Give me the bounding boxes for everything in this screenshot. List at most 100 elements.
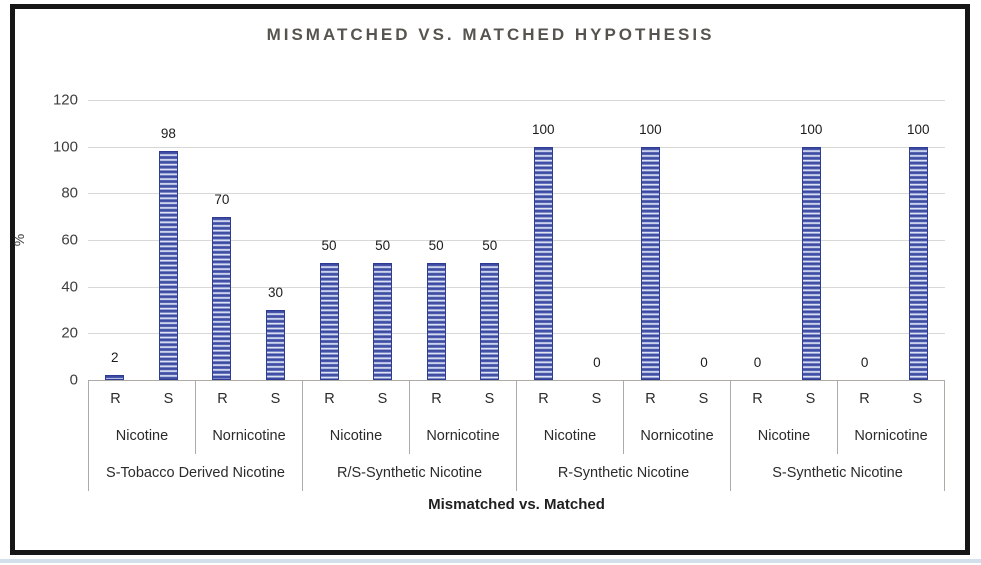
bar — [426, 263, 446, 380]
bar — [319, 263, 339, 380]
rs-label: S — [805, 391, 816, 407]
bar — [265, 310, 285, 380]
bar-value-label: 100 — [532, 121, 555, 137]
group-label: S-Synthetic Nicotine — [772, 464, 903, 481]
bar — [533, 146, 553, 380]
bar-subgroup: 100 0 — [517, 100, 624, 380]
y-tick-120: 120 — [52, 91, 78, 109]
x-axis-title: Mismatched vs. Matched — [428, 496, 605, 513]
category-subgroup: R S Nornicotine — [196, 381, 302, 454]
plot-area: 2 98 70 30 50 50 50 50 100 0 100 0 0 100 0 100 — [88, 100, 945, 380]
group-label: S-Tobacco Derived Nicotine — [106, 464, 285, 481]
bar-subgroup: 0 100 — [731, 100, 838, 380]
bar — [640, 146, 660, 380]
chart-title: MISMATCHED VS. MATCHED HYPOTHESIS — [266, 25, 715, 44]
category-group-top: R S Nicotine R S Nornicotine — [731, 381, 944, 454]
bar-slot: 0 — [838, 100, 892, 380]
bar-value-label: 70 — [214, 191, 230, 207]
bar-slot: 50 — [356, 100, 410, 380]
bar-slot: 70 — [195, 100, 249, 380]
rs-label: R — [217, 391, 228, 407]
bar-group-2: 50 50 50 50 — [302, 100, 516, 380]
y-tick-40: 40 — [61, 278, 78, 296]
rs-label: R — [859, 391, 870, 407]
y-tick-0: 0 — [69, 371, 78, 389]
bar-subgroup: 70 30 — [195, 100, 302, 380]
rs-label: S — [591, 391, 602, 407]
y-tick-60: 60 — [61, 231, 78, 249]
rs-label: S — [163, 391, 174, 407]
bar-value-label: 0 — [700, 355, 708, 370]
bar-value-label: 98 — [160, 126, 176, 142]
y-tick-100: 100 — [52, 138, 78, 156]
bar-value-label: 100 — [639, 121, 662, 137]
category-subgroup: R S Nornicotine — [838, 381, 944, 454]
category-group-2: R S Nicotine R S Nornicotine R/S-Synthetic Nic… — [303, 381, 517, 491]
rs-label: R — [538, 391, 549, 407]
bar-subgroup: 2 98 — [88, 100, 195, 380]
bar-subgroup: 50 50 — [302, 100, 409, 380]
bar-slot: 0 — [570, 100, 624, 380]
subgroup-label: Nicotine — [115, 427, 169, 444]
y-tick-20: 20 — [61, 324, 78, 342]
bar-subgroup: 50 50 — [409, 100, 516, 380]
gridline-80 — [88, 193, 945, 195]
bar-slot: 0 — [677, 100, 731, 380]
bar — [105, 375, 125, 380]
bar — [212, 216, 232, 380]
bar-slot: 2 — [88, 100, 142, 380]
bar-slot: 100 — [624, 100, 678, 380]
bar-value-label: 2 — [111, 350, 119, 366]
category-subgroup: R S Nornicotine — [410, 381, 516, 454]
rs-label: R — [645, 391, 656, 407]
bar-value-label: 50 — [375, 238, 391, 254]
gridline-100 — [88, 146, 945, 148]
subgroup-label: Nornicotine — [640, 427, 714, 444]
bar-value-label: 100 — [799, 121, 823, 137]
rs-label: R — [324, 391, 335, 407]
subgroup-label: Nicotine — [329, 427, 383, 444]
bar-slot: 100 — [517, 100, 571, 380]
group-label: R/S-Synthetic Nicotine — [336, 464, 483, 481]
category-axis-table: R S Nicotine R S Nornicotine S-Tobacco Derived… — [88, 380, 945, 491]
rs-label: R — [752, 391, 763, 407]
bar-value-label: 50 — [321, 238, 337, 254]
bars-row: 2 98 70 30 50 50 50 50 100 0 100 0 0 100 0 100 — [88, 100, 945, 380]
bar-subgroup: 100 0 — [624, 100, 731, 380]
category-group-top: R S Nicotine R S Nornicotine — [89, 381, 302, 454]
bar-group-4: 0 100 0 100 — [731, 100, 945, 380]
bar-slot: 50 — [463, 100, 517, 380]
bar-group-3: 100 0 100 0 — [517, 100, 731, 380]
page-edge-strip — [0, 559, 981, 563]
bar-slot: 30 — [249, 100, 303, 380]
bar-slot: 100 — [784, 100, 838, 380]
bar-subgroup: 0 100 — [838, 100, 945, 380]
bar-value-label: 50 — [482, 238, 498, 254]
subgroup-label: Nicotine — [757, 427, 811, 444]
rs-label: R — [110, 391, 121, 407]
category-group-top: R S Nicotine R S Nornicotine — [303, 381, 516, 454]
bar — [158, 151, 178, 380]
gridline-40 — [88, 286, 945, 288]
rs-label: S — [912, 391, 923, 407]
bar — [373, 263, 393, 380]
rs-label: S — [270, 391, 281, 407]
subgroup-label: Nicotine — [543, 427, 597, 444]
gridline-20 — [88, 333, 945, 335]
category-group-1: R S Nicotine R S Nornicotine S-Tobacco Derived… — [88, 381, 303, 491]
subgroup-label: Nornicotine — [854, 427, 928, 444]
bar-slot: 100 — [891, 100, 945, 380]
bar — [908, 146, 928, 380]
bar — [801, 146, 821, 380]
category-subgroup: R S Nicotine — [303, 381, 410, 454]
bar-value-label: 50 — [428, 238, 444, 254]
gridline-60 — [88, 240, 945, 241]
bar-value-label: 30 — [267, 285, 283, 300]
bar-slot: 50 — [409, 100, 463, 380]
